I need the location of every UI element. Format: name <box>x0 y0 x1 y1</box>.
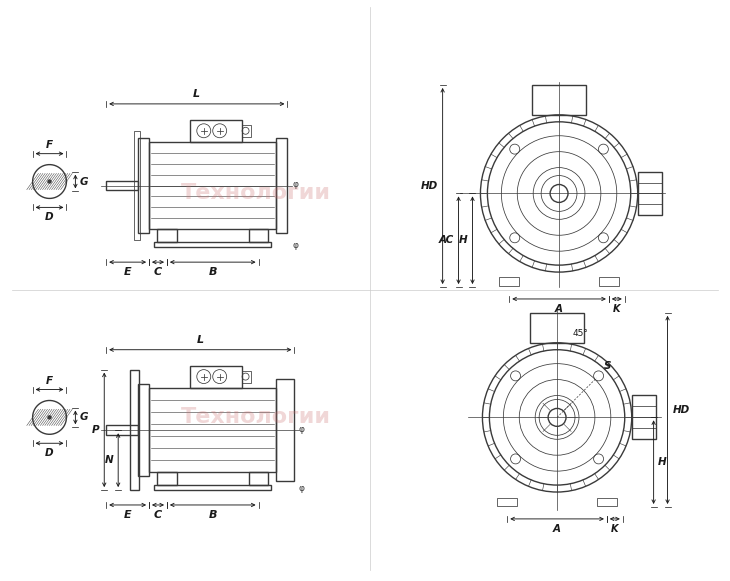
Text: HD: HD <box>672 405 690 415</box>
Text: HD: HD <box>420 181 438 191</box>
Text: φ: φ <box>299 483 304 493</box>
Text: AC: AC <box>438 235 453 245</box>
Text: C: C <box>154 510 162 520</box>
Text: K: K <box>613 304 620 314</box>
Bar <box>157 472 177 485</box>
Text: P: P <box>92 425 99 435</box>
Bar <box>532 85 586 115</box>
Text: φ: φ <box>299 425 304 434</box>
Bar <box>638 171 661 216</box>
Text: N: N <box>104 455 113 465</box>
Text: 45°: 45° <box>573 329 589 338</box>
Text: B: B <box>209 267 217 277</box>
Text: H: H <box>658 457 666 467</box>
Bar <box>149 388 277 472</box>
Bar <box>190 120 242 142</box>
Text: A: A <box>555 304 563 314</box>
Text: A: A <box>553 524 561 534</box>
Text: G: G <box>80 413 88 422</box>
Text: H: H <box>459 235 467 245</box>
Bar <box>138 138 149 234</box>
Circle shape <box>48 180 51 183</box>
Bar <box>499 277 519 286</box>
Text: K: K <box>611 524 618 534</box>
Bar <box>154 485 272 490</box>
Text: L: L <box>196 335 204 345</box>
Text: S: S <box>604 361 611 371</box>
Bar <box>497 498 518 506</box>
Text: Технологии: Технологии <box>180 407 331 428</box>
Circle shape <box>48 416 51 419</box>
Bar <box>599 277 619 286</box>
Bar <box>149 142 277 229</box>
Text: E: E <box>124 267 131 277</box>
Bar <box>134 131 140 240</box>
Text: Технологии: Технологии <box>180 184 331 203</box>
Bar <box>248 229 269 242</box>
Bar <box>597 498 617 506</box>
Bar <box>154 242 272 247</box>
Bar <box>248 472 269 485</box>
Text: L: L <box>193 89 200 99</box>
Text: D: D <box>45 449 54 458</box>
Bar <box>107 425 138 435</box>
Bar <box>190 365 242 388</box>
Text: φ: φ <box>292 241 299 250</box>
Bar <box>242 125 250 137</box>
Bar <box>277 138 288 234</box>
Text: E: E <box>124 510 131 520</box>
Bar <box>157 229 177 242</box>
Bar <box>242 371 250 382</box>
Text: φ: φ <box>292 180 299 189</box>
Text: B: B <box>209 510 217 520</box>
Text: G: G <box>80 177 88 187</box>
Bar <box>138 383 149 476</box>
Bar <box>530 313 584 343</box>
Bar <box>277 379 294 481</box>
Text: F: F <box>46 139 53 150</box>
Text: F: F <box>46 375 53 386</box>
Bar <box>130 370 139 490</box>
Text: C: C <box>154 267 162 277</box>
Bar <box>631 396 656 439</box>
Text: D: D <box>45 213 54 223</box>
Bar <box>107 181 138 191</box>
